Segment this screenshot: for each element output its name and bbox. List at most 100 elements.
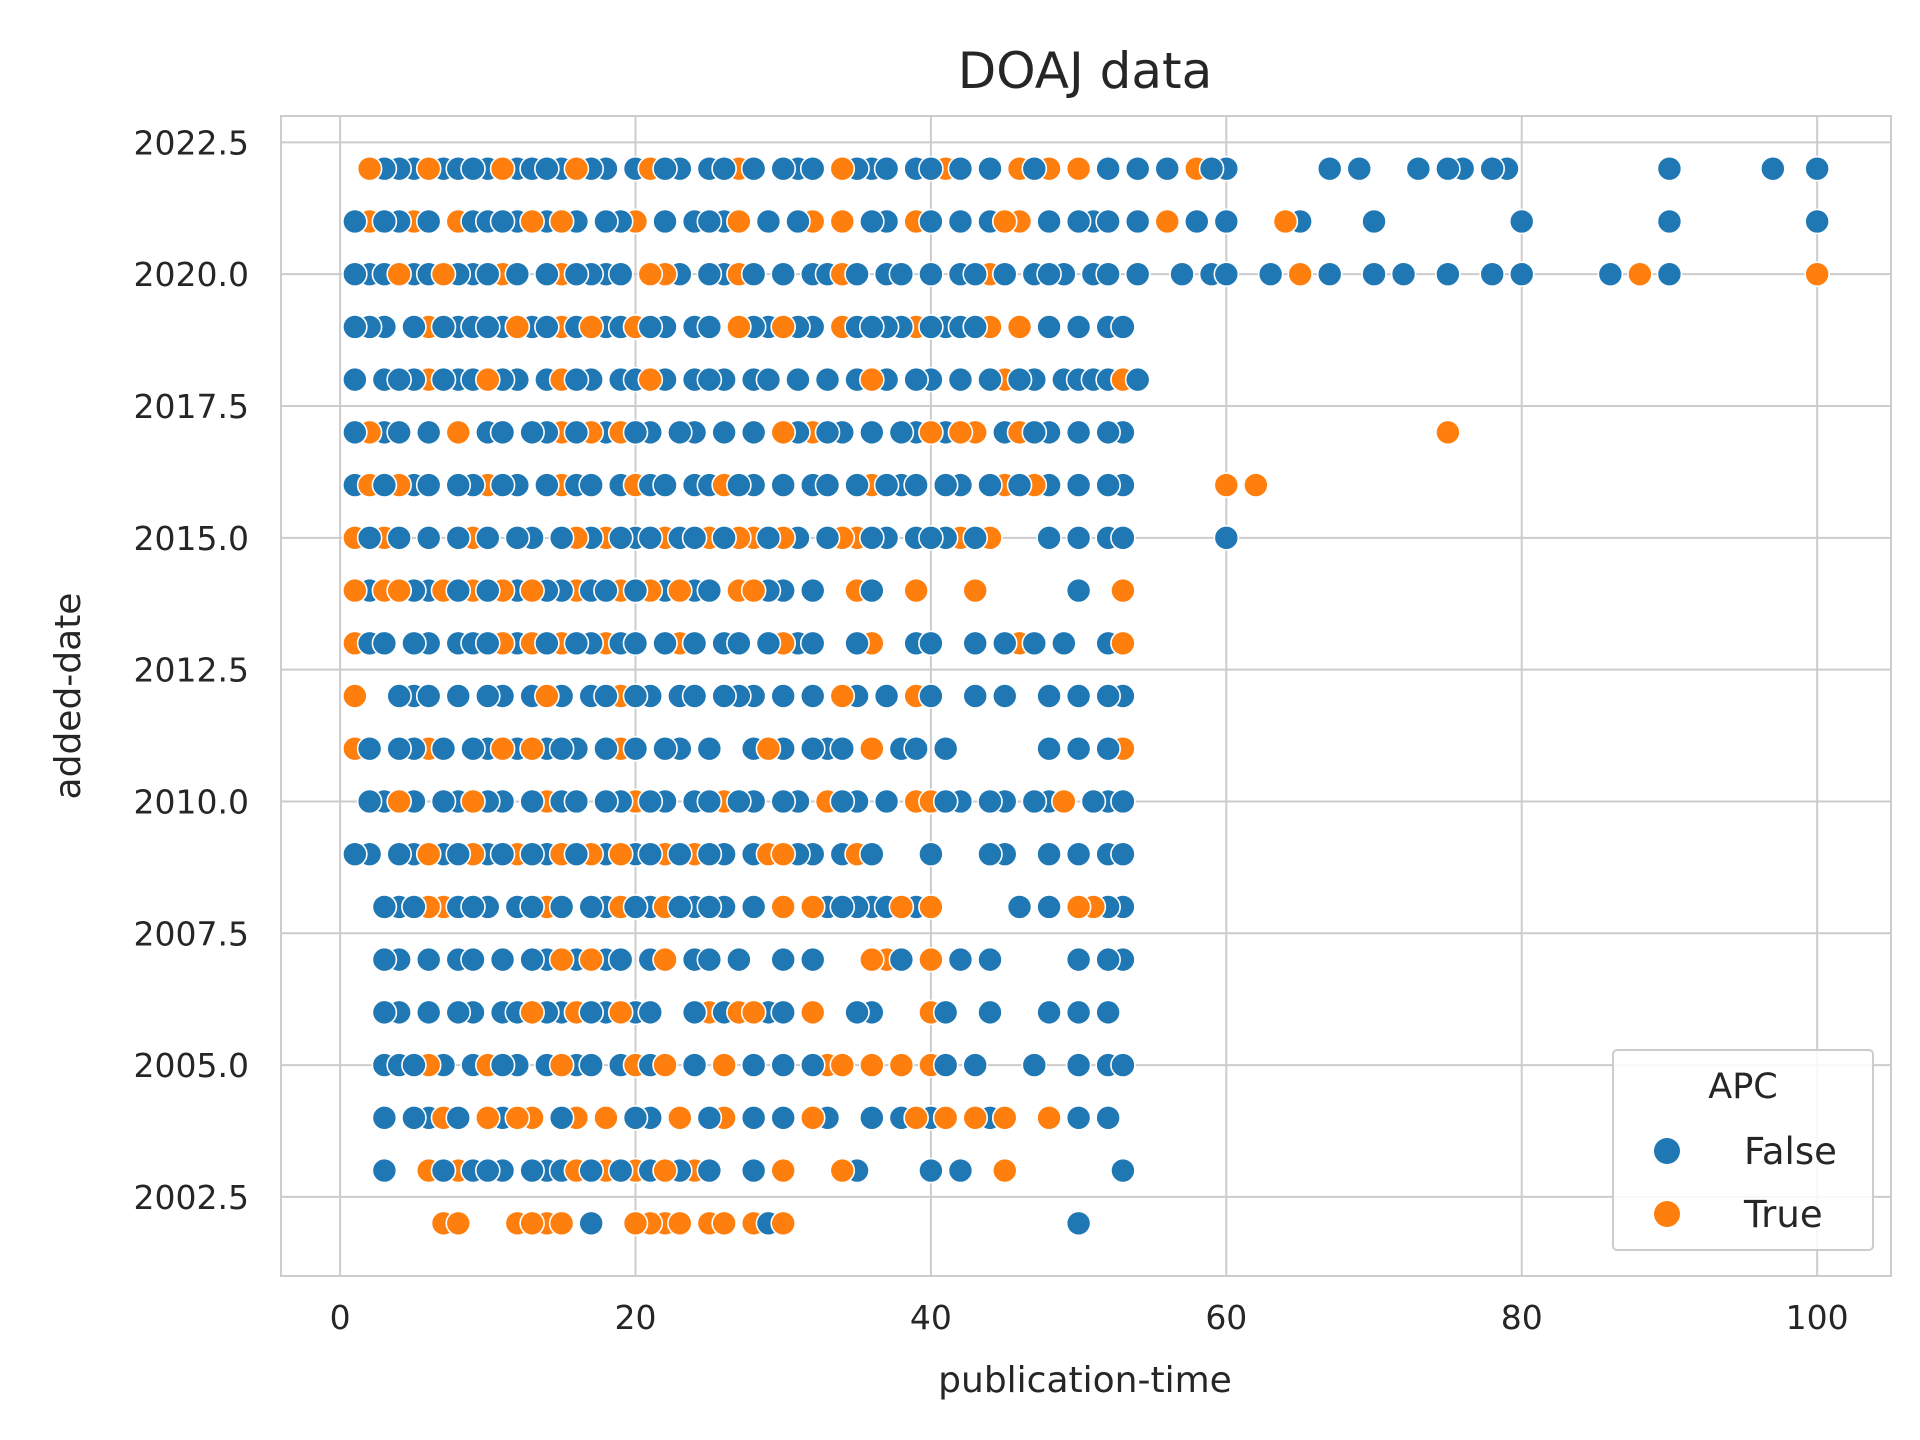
legend: APC False True xyxy=(1612,1049,1874,1251)
point-false xyxy=(844,630,870,657)
point-false xyxy=(1183,208,1210,235)
point-false xyxy=(903,735,929,762)
point-true xyxy=(667,577,693,604)
point-false xyxy=(430,1157,457,1184)
point-false xyxy=(932,472,959,498)
point-false xyxy=(652,155,678,182)
point-true xyxy=(548,946,575,973)
point-true xyxy=(918,894,944,920)
point-true xyxy=(770,841,797,867)
point-false xyxy=(1316,261,1343,287)
point-false xyxy=(622,894,649,920)
point-false xyxy=(667,894,693,920)
point-false xyxy=(386,735,412,762)
point-false xyxy=(1110,314,1136,340)
point-false xyxy=(1390,261,1417,287)
point-false xyxy=(873,683,900,709)
point-false xyxy=(1065,577,1092,604)
point-false xyxy=(563,788,590,815)
point-true xyxy=(711,1210,737,1237)
point-false xyxy=(726,788,752,815)
point-false xyxy=(1036,314,1062,340)
point-false xyxy=(696,735,723,762)
point-false xyxy=(977,999,1003,1026)
point-true xyxy=(829,1052,856,1078)
point-true xyxy=(1435,419,1461,446)
point-true xyxy=(548,1052,575,1078)
point-false xyxy=(696,314,723,340)
y-tick-label: 2017.5 xyxy=(134,387,249,426)
point-true xyxy=(667,1105,693,1131)
point-false xyxy=(386,366,412,393)
point-false xyxy=(1405,155,1432,182)
point-true xyxy=(519,577,545,604)
point-false xyxy=(548,735,575,762)
point-true xyxy=(1272,208,1299,235)
point-true xyxy=(932,1105,959,1131)
point-false xyxy=(445,525,472,551)
point-false xyxy=(356,525,383,551)
point-false xyxy=(1124,208,1151,235)
point-false xyxy=(740,419,767,446)
y-tick-label: 2015.0 xyxy=(134,519,249,558)
point-false xyxy=(1036,683,1062,709)
point-true xyxy=(667,1210,693,1237)
point-false xyxy=(356,735,383,762)
point-true xyxy=(474,1105,501,1131)
point-false xyxy=(755,525,782,551)
point-true xyxy=(519,208,545,235)
point-false xyxy=(1213,525,1240,551)
point-false xyxy=(740,155,767,182)
point-true xyxy=(740,999,767,1026)
point-false xyxy=(770,155,797,182)
point-false xyxy=(829,735,856,762)
point-false xyxy=(1095,946,1121,973)
point-false xyxy=(696,261,723,287)
point-false xyxy=(489,946,516,973)
point-false xyxy=(430,314,457,340)
point-false xyxy=(460,946,486,973)
point-true xyxy=(859,1052,885,1078)
point-true xyxy=(652,1157,678,1184)
point-false xyxy=(415,946,442,973)
point-false xyxy=(534,472,560,498)
point-true xyxy=(1804,261,1830,287)
point-false xyxy=(578,894,604,920)
point-false xyxy=(578,472,604,498)
point-false xyxy=(371,894,398,920)
point-true xyxy=(652,946,678,973)
point-false xyxy=(1804,155,1830,182)
point-true xyxy=(548,1210,575,1237)
point-false xyxy=(1036,841,1062,867)
point-false xyxy=(814,419,841,446)
point-false xyxy=(593,788,619,815)
point-false xyxy=(962,630,989,657)
point-true xyxy=(726,208,752,235)
point-false xyxy=(696,1157,723,1184)
point-true xyxy=(991,1157,1018,1184)
point-false xyxy=(1257,261,1284,287)
point-false xyxy=(356,788,383,815)
point-false xyxy=(844,472,870,498)
point-true xyxy=(888,1052,915,1078)
point-false xyxy=(1051,630,1077,657)
point-false xyxy=(1036,735,1062,762)
point-true xyxy=(1627,261,1653,287)
point-true xyxy=(799,999,826,1026)
point-false xyxy=(430,366,457,393)
point-false xyxy=(859,314,885,340)
point-false xyxy=(652,472,678,498)
point-false xyxy=(1124,366,1151,393)
point-false xyxy=(1656,155,1683,182)
point-false xyxy=(1760,155,1786,182)
point-false xyxy=(415,472,442,498)
point-false xyxy=(1006,472,1033,498)
point-true xyxy=(637,261,664,287)
point-false xyxy=(740,1052,767,1078)
point-false xyxy=(1095,472,1121,498)
point-false xyxy=(814,472,841,498)
point-true xyxy=(962,1105,989,1131)
point-false xyxy=(1065,735,1092,762)
legend-label-true: True xyxy=(1743,1193,1823,1236)
point-false xyxy=(962,261,989,287)
